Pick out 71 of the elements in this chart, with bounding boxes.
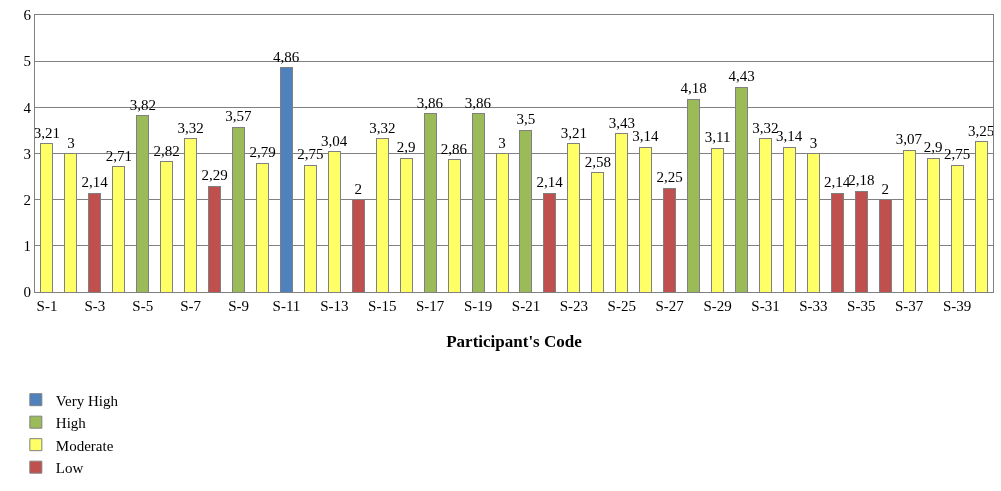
x-tick-label: S-9	[228, 298, 249, 314]
x-tick-label: S-31	[751, 298, 780, 314]
legend-label: High	[55, 415, 87, 432]
data-label: 2	[881, 180, 889, 197]
legend-label: Moderate	[55, 437, 114, 454]
y-tick-label: 6	[23, 7, 32, 24]
x-tick-label: S-39	[942, 298, 972, 314]
data-label: 3,14	[776, 128, 803, 145]
data-label: 3	[67, 134, 75, 151]
x-tick-label: S-15	[368, 298, 397, 314]
data-label: 3,82	[129, 96, 156, 113]
data-label: 2,86	[440, 140, 468, 157]
x-tick-label: S-13	[320, 298, 349, 314]
data-label: 3,86	[416, 94, 444, 111]
y-tick-label: 2	[23, 191, 31, 208]
data-label: 3,5	[516, 111, 536, 128]
data-label: 2,58	[584, 153, 611, 170]
data-label: 2,14	[536, 174, 564, 191]
data-label: 2,9	[396, 139, 416, 156]
x-tick-label: S-5	[132, 298, 154, 314]
data-label: 2,82	[153, 142, 180, 159]
data-label: 2,18	[848, 172, 875, 189]
x-tick-label: S-19	[463, 298, 493, 314]
data-label: 2,71	[105, 147, 132, 164]
data-label: 3,04	[321, 132, 348, 149]
x-tick-label: S-35	[847, 298, 876, 314]
data-label: 3	[809, 134, 818, 151]
data-label: 3,11	[704, 129, 731, 146]
data-label: 3	[498, 134, 506, 151]
data-label: 3,21	[560, 124, 587, 141]
x-tick-label: S-37	[895, 298, 924, 314]
data-label: 2,29	[201, 167, 228, 184]
data-label: 2,79	[249, 144, 276, 161]
x-axis-title: Participant's Code	[446, 332, 583, 352]
y-tick-label: 4	[23, 99, 32, 116]
data-label: 2,9	[923, 139, 943, 156]
x-tick-label: S-29	[703, 298, 732, 314]
data-label: 4,86	[273, 48, 300, 65]
x-tick-label: S-11	[272, 298, 301, 314]
x-tick-label: S-25	[607, 298, 636, 314]
data-label: 3,32	[752, 119, 779, 136]
x-tick-label: S-33	[799, 298, 828, 314]
y-tick-label: 1	[23, 238, 31, 255]
data-label: 2,75	[297, 146, 324, 163]
y-tick-label: 0	[23, 284, 31, 301]
data-label: 3,14	[632, 128, 660, 145]
data-label: 4,43	[728, 68, 755, 85]
data-label: 3,21	[33, 124, 61, 141]
y-tick-label: 5	[23, 53, 31, 70]
data-label: 3,32	[369, 119, 396, 136]
legend-label: Low	[55, 460, 84, 477]
x-tick-label: S-21	[511, 298, 541, 314]
data-label: 3,86	[464, 94, 492, 111]
x-tick-label: S-1	[36, 298, 58, 314]
legend-label: Very High	[55, 392, 119, 409]
data-label: 2	[354, 180, 363, 197]
x-tick-label: S-23	[559, 298, 589, 314]
data-label: 3,32	[177, 119, 204, 136]
x-tick-label: S-7	[180, 298, 202, 314]
data-label: 2,14	[81, 174, 109, 191]
data-label: 2,75	[943, 146, 971, 163]
data-label: 2,25	[656, 169, 683, 186]
x-tick-label: S-3	[84, 298, 106, 314]
data-label: 4,18	[680, 80, 707, 97]
x-tick-label: S-27	[655, 298, 685, 314]
y-tick-label: 3	[23, 145, 31, 162]
x-tick-label: S-17	[416, 298, 445, 314]
data-label: 3,07	[895, 131, 923, 148]
data-label: 3,25	[967, 122, 995, 139]
data-label: 3,43	[608, 114, 635, 131]
data-label: 3,57	[225, 108, 252, 125]
